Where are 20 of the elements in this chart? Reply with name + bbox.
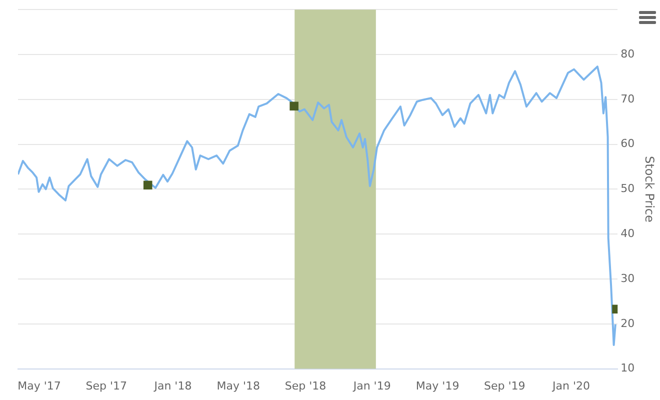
point bbox=[143, 180, 152, 190]
y2-tick-label: 60 bbox=[620, 137, 635, 150]
x-tick-label: May '17 bbox=[18, 379, 61, 392]
y2-tick-label: 40 bbox=[620, 226, 635, 240]
y2-tick-label: 10 bbox=[620, 362, 635, 375]
x-tick-label: Jan '18 bbox=[153, 379, 192, 392]
y2-tick-label: 50 bbox=[620, 182, 635, 196]
point bbox=[290, 102, 298, 111]
x-tick-label: Sep '17 bbox=[86, 379, 128, 392]
y2-tick-label: 70 bbox=[620, 92, 635, 106]
x-tick-label: May '19 bbox=[416, 379, 460, 392]
y2-tick-label: 80 bbox=[620, 47, 635, 60]
x-tick-label: Sep '19 bbox=[484, 379, 526, 392]
y2-tick-label: 30 bbox=[620, 272, 635, 285]
x-tick-label: Jan '19 bbox=[352, 379, 391, 392]
y2-tick-label: 20 bbox=[620, 316, 635, 330]
x-tick-label: May '18 bbox=[216, 379, 260, 392]
x-tick-label: Sep '18 bbox=[284, 379, 326, 392]
y2-axis-title: Stock Price bbox=[642, 156, 657, 222]
x-tick-label: Jan '20 bbox=[551, 379, 590, 392]
